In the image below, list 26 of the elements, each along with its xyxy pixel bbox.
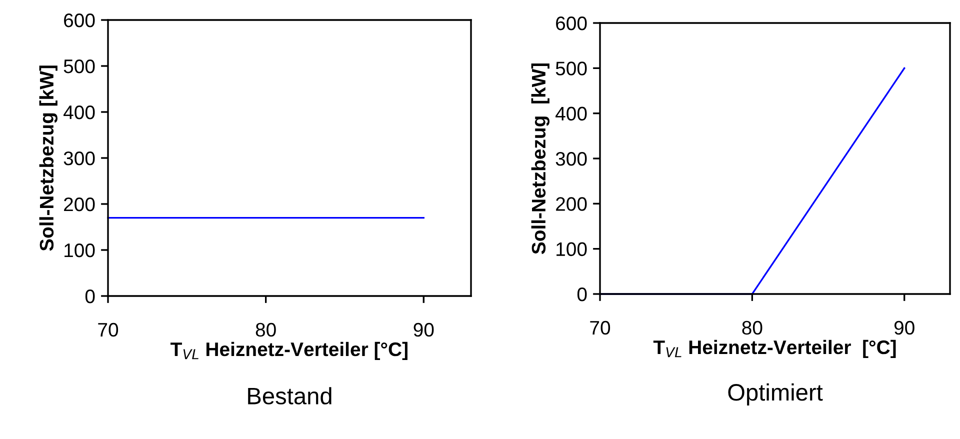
y-tick-label: 200 bbox=[556, 197, 587, 211]
x-tick-label: 70 bbox=[98, 322, 118, 337]
y-axis-title: Soll-Netzbezug [kW] bbox=[531, 63, 550, 254]
x-tick-label: 90 bbox=[414, 322, 434, 337]
y-tick-label: 300 bbox=[64, 151, 95, 166]
y-tick-label: 300 bbox=[556, 152, 587, 166]
y-tick-label: 200 bbox=[64, 197, 95, 212]
y-tick-label: 400 bbox=[64, 105, 95, 120]
y-tick-label: 600 bbox=[556, 16, 587, 30]
y-tick-label: 500 bbox=[64, 59, 95, 74]
y-axis-title: Soll-Netzbezug [kW] bbox=[39, 66, 58, 251]
y-tick-label: 500 bbox=[556, 62, 587, 76]
y-tick-label: 0 bbox=[577, 287, 587, 302]
x-tick-label: 80 bbox=[256, 322, 276, 337]
text: Bestand bbox=[248, 387, 332, 404]
x-axis-title: T$_{VL}$ Heiznetz-Verteiler [°C] bbox=[653, 340, 896, 358]
x-tick-label: 90 bbox=[894, 320, 914, 335]
y-tick-label: 100 bbox=[556, 242, 587, 256]
text: Optimiert bbox=[728, 383, 823, 406]
x-axis-title: T$_{VL}$ Heiznetz-Verteiler [°C] bbox=[170, 342, 408, 360]
y-tick-label: 600 bbox=[64, 13, 95, 28]
y-tick-label: 0 bbox=[85, 289, 95, 304]
x-tick-label: 70 bbox=[590, 320, 610, 335]
x-tick-label: 80 bbox=[742, 320, 762, 335]
y-tick-label: 100 bbox=[64, 243, 95, 258]
y-tick-label: 400 bbox=[556, 106, 587, 121]
